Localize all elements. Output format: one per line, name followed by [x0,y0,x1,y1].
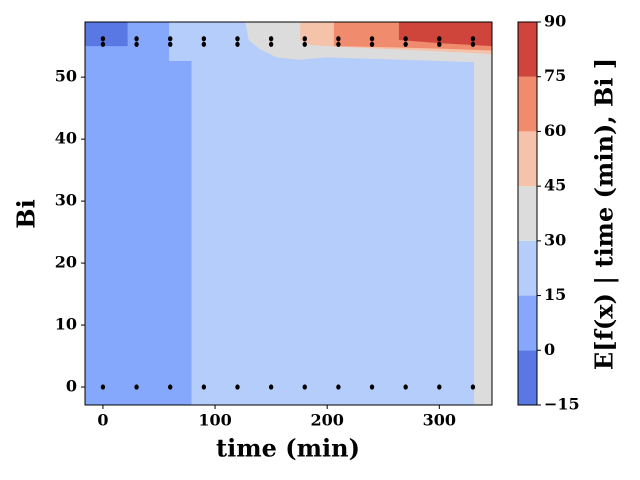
x-tick-label: 300 [423,411,456,430]
y-axis-label: Bi [12,199,41,228]
colorbar-segment [518,295,537,351]
sample-point [403,41,408,47]
sample-point [134,36,139,42]
sample-point [268,41,274,47]
y-tick-label: 10 [55,315,77,334]
sample-point [235,36,240,42]
colorbar-tick-label: 0 [544,340,555,359]
colorbar-tick-label: 45 [544,176,566,195]
sample-point [470,41,476,47]
sample-point [369,41,375,47]
x-axis-label: time (min) [216,434,360,463]
sample-point [369,384,375,390]
contour-region [245,22,492,405]
sample-point [336,36,341,42]
y-tick-label: 0 [66,377,77,396]
sample-point [369,36,375,42]
sample-point [100,36,106,42]
y-tick-label: 50 [55,67,77,86]
sample-point [403,36,408,42]
sample-point [403,384,408,390]
sample-point [201,384,207,390]
sample-point [302,36,307,42]
sample-point [268,384,274,390]
colorbar-tick-label: −15 [544,395,580,414]
x-tick-label: 0 [97,411,108,430]
sample-point [134,384,139,390]
sample-point [201,36,207,42]
y-tick-label: 20 [55,253,77,272]
sample-point [235,41,240,47]
sample-point [470,384,476,390]
sample-point [100,41,106,47]
colorbar-tick-label: 90 [544,12,566,31]
colorbar-frame [517,21,538,406]
colorbar-label: E[f(x) | time (min), Bi ] [590,58,619,370]
contour-region [85,22,128,47]
colorbar-segment [518,240,537,296]
colorbar-tick-label: 60 [544,121,566,140]
contour-region [85,22,192,405]
sample-point [201,41,207,47]
y-tick-label: 30 [55,191,77,210]
contour-region [398,22,492,47]
colorbar-segment [518,131,537,187]
sample-point [168,384,173,390]
sample-point [268,36,274,42]
colorbar-tick-label: 75 [544,66,566,85]
colorbar-segment [518,76,537,132]
sample-point [100,384,106,390]
sample-point [168,41,173,47]
y-tick-label: 40 [55,129,77,148]
x-tick-label: 100 [198,411,231,430]
sample-point [437,41,442,47]
sample-point [168,36,173,42]
sample-point [235,384,240,390]
plot-frame [84,21,493,406]
x-tick-label: 200 [310,411,343,430]
colorbar-segment [518,22,537,77]
sample-point [437,384,442,390]
sample-point [134,41,139,47]
sample-point [336,41,341,47]
colorbar-tick-label: 15 [544,285,566,304]
sample-point [302,41,307,47]
colorbar-segment [518,186,537,241]
colorbar-tick-label: 30 [544,230,566,249]
sample-point [336,384,341,390]
colorbar-segment [518,350,537,405]
sample-point [437,36,442,42]
sample-point [302,384,307,390]
sample-point [470,36,476,42]
